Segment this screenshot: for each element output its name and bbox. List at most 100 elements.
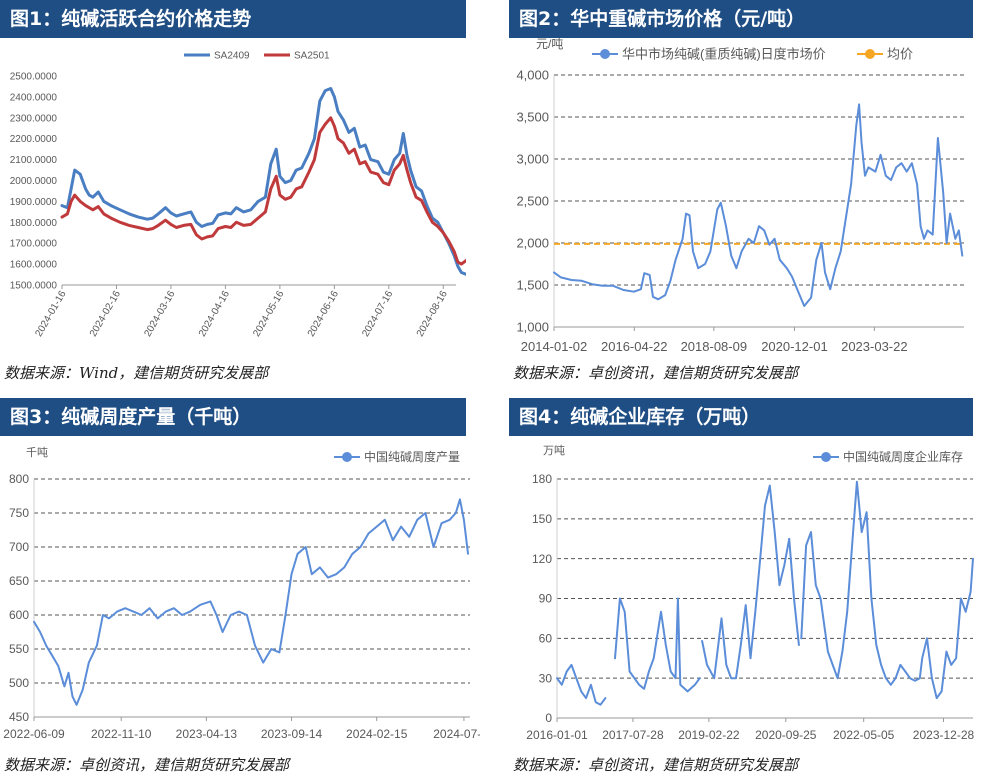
x-tick-label: 2024-03-16	[142, 289, 177, 339]
series-line	[60, 87, 466, 276]
panel-title: 图2：华中重碱市场价格（元/吨）	[509, 0, 973, 38]
y-tick-label: 180	[532, 472, 552, 486]
series-line	[800, 480, 974, 700]
y-tick-label: 2200.0000	[10, 134, 58, 145]
series-line	[553, 103, 964, 307]
y-tick-label: 1900.0000	[10, 197, 58, 208]
chart: 450 500 550 600 650 700 750 800 2022-06-09 2022-1…	[3, 446, 480, 741]
x-tick-label: 2023-12-28	[913, 728, 975, 742]
chart: 1500.0000 1600.0000 1700.0000 1800.0000 1900…	[10, 51, 466, 339]
x-tick-label: 2023-09-14	[261, 727, 323, 741]
y-tick-label: 700	[9, 540, 29, 554]
y-tick-label: 1,000	[516, 320, 549, 335]
x-tick-label: 2024-02-15	[346, 727, 408, 741]
legend-label: SA2501	[294, 51, 330, 62]
y-tick-label: 500	[9, 676, 29, 690]
y-tick-label: 2400.0000	[10, 92, 58, 103]
y-tick-label: 650	[9, 574, 29, 588]
y-tick-label: 1600.0000	[10, 260, 58, 271]
y-tick-label: 2500.0000	[10, 72, 58, 83]
data-source: 数据来源：卓创资讯，建信期货研究发展部	[513, 364, 799, 382]
series-line	[60, 116, 466, 266]
x-tick-label: 2022-11-10	[91, 727, 152, 741]
legend-item: 中国纯碱周度企业库存	[813, 449, 963, 464]
series-line	[33, 498, 469, 706]
series-line	[701, 484, 800, 680]
chart: 0 30 60 90 120 150 180 2016-01-01 2017-07-28 2019…	[526, 444, 975, 742]
legend-item: 华中市场纯碱(重质纯碱)日度市场价	[592, 47, 826, 62]
x-tick-label: 2022-05-05	[833, 728, 895, 742]
y-tick-label: 30	[539, 671, 553, 685]
x-tick-label: 2024-02-16	[88, 289, 123, 339]
legend-item: 均价	[857, 47, 913, 62]
x-tick-label: 2017-07-28	[602, 728, 664, 742]
y-tick-label: 2000.0000	[10, 176, 58, 187]
x-tick-label: 2024-05-16	[251, 289, 286, 339]
legend-swatch-dot	[821, 452, 831, 462]
y-tick-label: 750	[9, 506, 29, 520]
x-tick-label: 2024-08-16	[415, 289, 450, 339]
x-tick-label: 2020-12-01	[761, 339, 828, 354]
x-tick-label: 2014-01-02	[521, 339, 588, 354]
legend-item: SA2501	[264, 51, 330, 62]
y-tick-label: 4,000	[516, 68, 549, 83]
x-tick-label: 2024-06-16	[306, 289, 341, 339]
x-tick-label: 2024-07-16	[360, 289, 395, 339]
x-tick-label: 2024-07-18	[433, 727, 480, 741]
y-tick-label: 2,500	[516, 194, 549, 209]
x-tick-label: 2024-01-16	[33, 289, 68, 339]
y-tick-label: 2,000	[516, 236, 549, 251]
x-tick-label: 2018-08-09	[681, 339, 748, 354]
x-tick-label: 2016-01-01	[526, 728, 588, 742]
y-tick-label: 1,500	[516, 278, 549, 293]
y-tick-label: 2300.0000	[10, 113, 58, 124]
legend-label: SA2409	[214, 51, 250, 62]
legend-item: SA2409	[184, 51, 250, 62]
chart: 1,000 1,500 2,000 2,500 3,000 3,500 4,000 2014-…	[516, 38, 964, 354]
y-tick-label: 1500.0000	[10, 281, 58, 292]
y-tick-label: 150	[532, 512, 552, 526]
panel-title: 图4：纯碱企业库存（万吨）	[509, 398, 973, 436]
series-line	[614, 597, 701, 693]
legend-swatch-dot	[600, 49, 610, 59]
y-tick-label: 3,500	[516, 110, 549, 125]
panel-title: 图1：纯碱活跃合约价格走势	[0, 0, 466, 38]
legend-label: 均价	[887, 47, 913, 62]
y-tick-label: 90	[539, 592, 553, 606]
x-tick-label: 2024-04-16	[197, 289, 232, 339]
legend-item: 中国纯碱周度产量	[334, 449, 460, 464]
unit-label: 元/吨	[536, 38, 563, 51]
unit-label: 万吨	[543, 444, 565, 457]
x-tick-label: 2016-04-22	[601, 339, 668, 354]
y-tick-label: 0	[545, 711, 552, 725]
x-tick-label: 2020-09-25	[755, 728, 817, 742]
x-tick-label: 2022-06-09	[3, 727, 65, 741]
panel-2: 图2：华中重碱市场价格（元/吨） 1,000 1,500 2,000 2,500 3,0…	[509, 0, 981, 390]
panel-1: 图1：纯碱活跃合约价格走势 1500.0000 1600.0000 1700.000…	[0, 0, 466, 390]
y-tick-label: 800	[9, 472, 29, 486]
y-tick-label: 450	[9, 710, 29, 724]
data-source: 数据来源：卓创资讯，建信期货研究发展部	[513, 756, 799, 774]
series-line	[556, 663, 607, 706]
panel-3: 图3：纯碱周度产量（千吨） 450 500 550 600 650 700 750 800 20…	[0, 398, 480, 779]
legend-label: 中国纯碱周度企业库存	[843, 449, 963, 464]
y-tick-label: 1800.0000	[10, 218, 58, 229]
data-source: 数据来源：卓创资讯，建信期货研究发展部	[4, 756, 290, 774]
y-tick-label: 600	[9, 608, 29, 622]
y-tick-label: 3,000	[516, 152, 549, 167]
panel-title: 图3：纯碱周度产量（千吨）	[0, 398, 466, 436]
x-tick-label: 2023-04-13	[176, 727, 238, 741]
x-tick-label: 2019-02-22	[678, 728, 740, 742]
legend-label: 华中市场纯碱(重质纯碱)日度市场价	[622, 47, 826, 62]
y-tick-label: 550	[9, 642, 29, 656]
panel-4: 图4：纯碱企业库存（万吨） 0 30 60 90 120 150 180 2016-01-01…	[509, 398, 981, 779]
legend-swatch-dot	[342, 452, 352, 462]
x-tick-label: 2023-03-22	[841, 339, 908, 354]
data-source: 数据来源：Wind，建信期货研究发展部	[4, 364, 269, 382]
y-tick-label: 60	[539, 632, 553, 646]
y-tick-label: 120	[532, 552, 552, 566]
unit-label: 千吨	[26, 446, 48, 459]
y-tick-label: 2100.0000	[10, 155, 58, 166]
legend-label: 中国纯碱周度产量	[364, 449, 460, 464]
y-tick-label: 1700.0000	[10, 239, 58, 250]
